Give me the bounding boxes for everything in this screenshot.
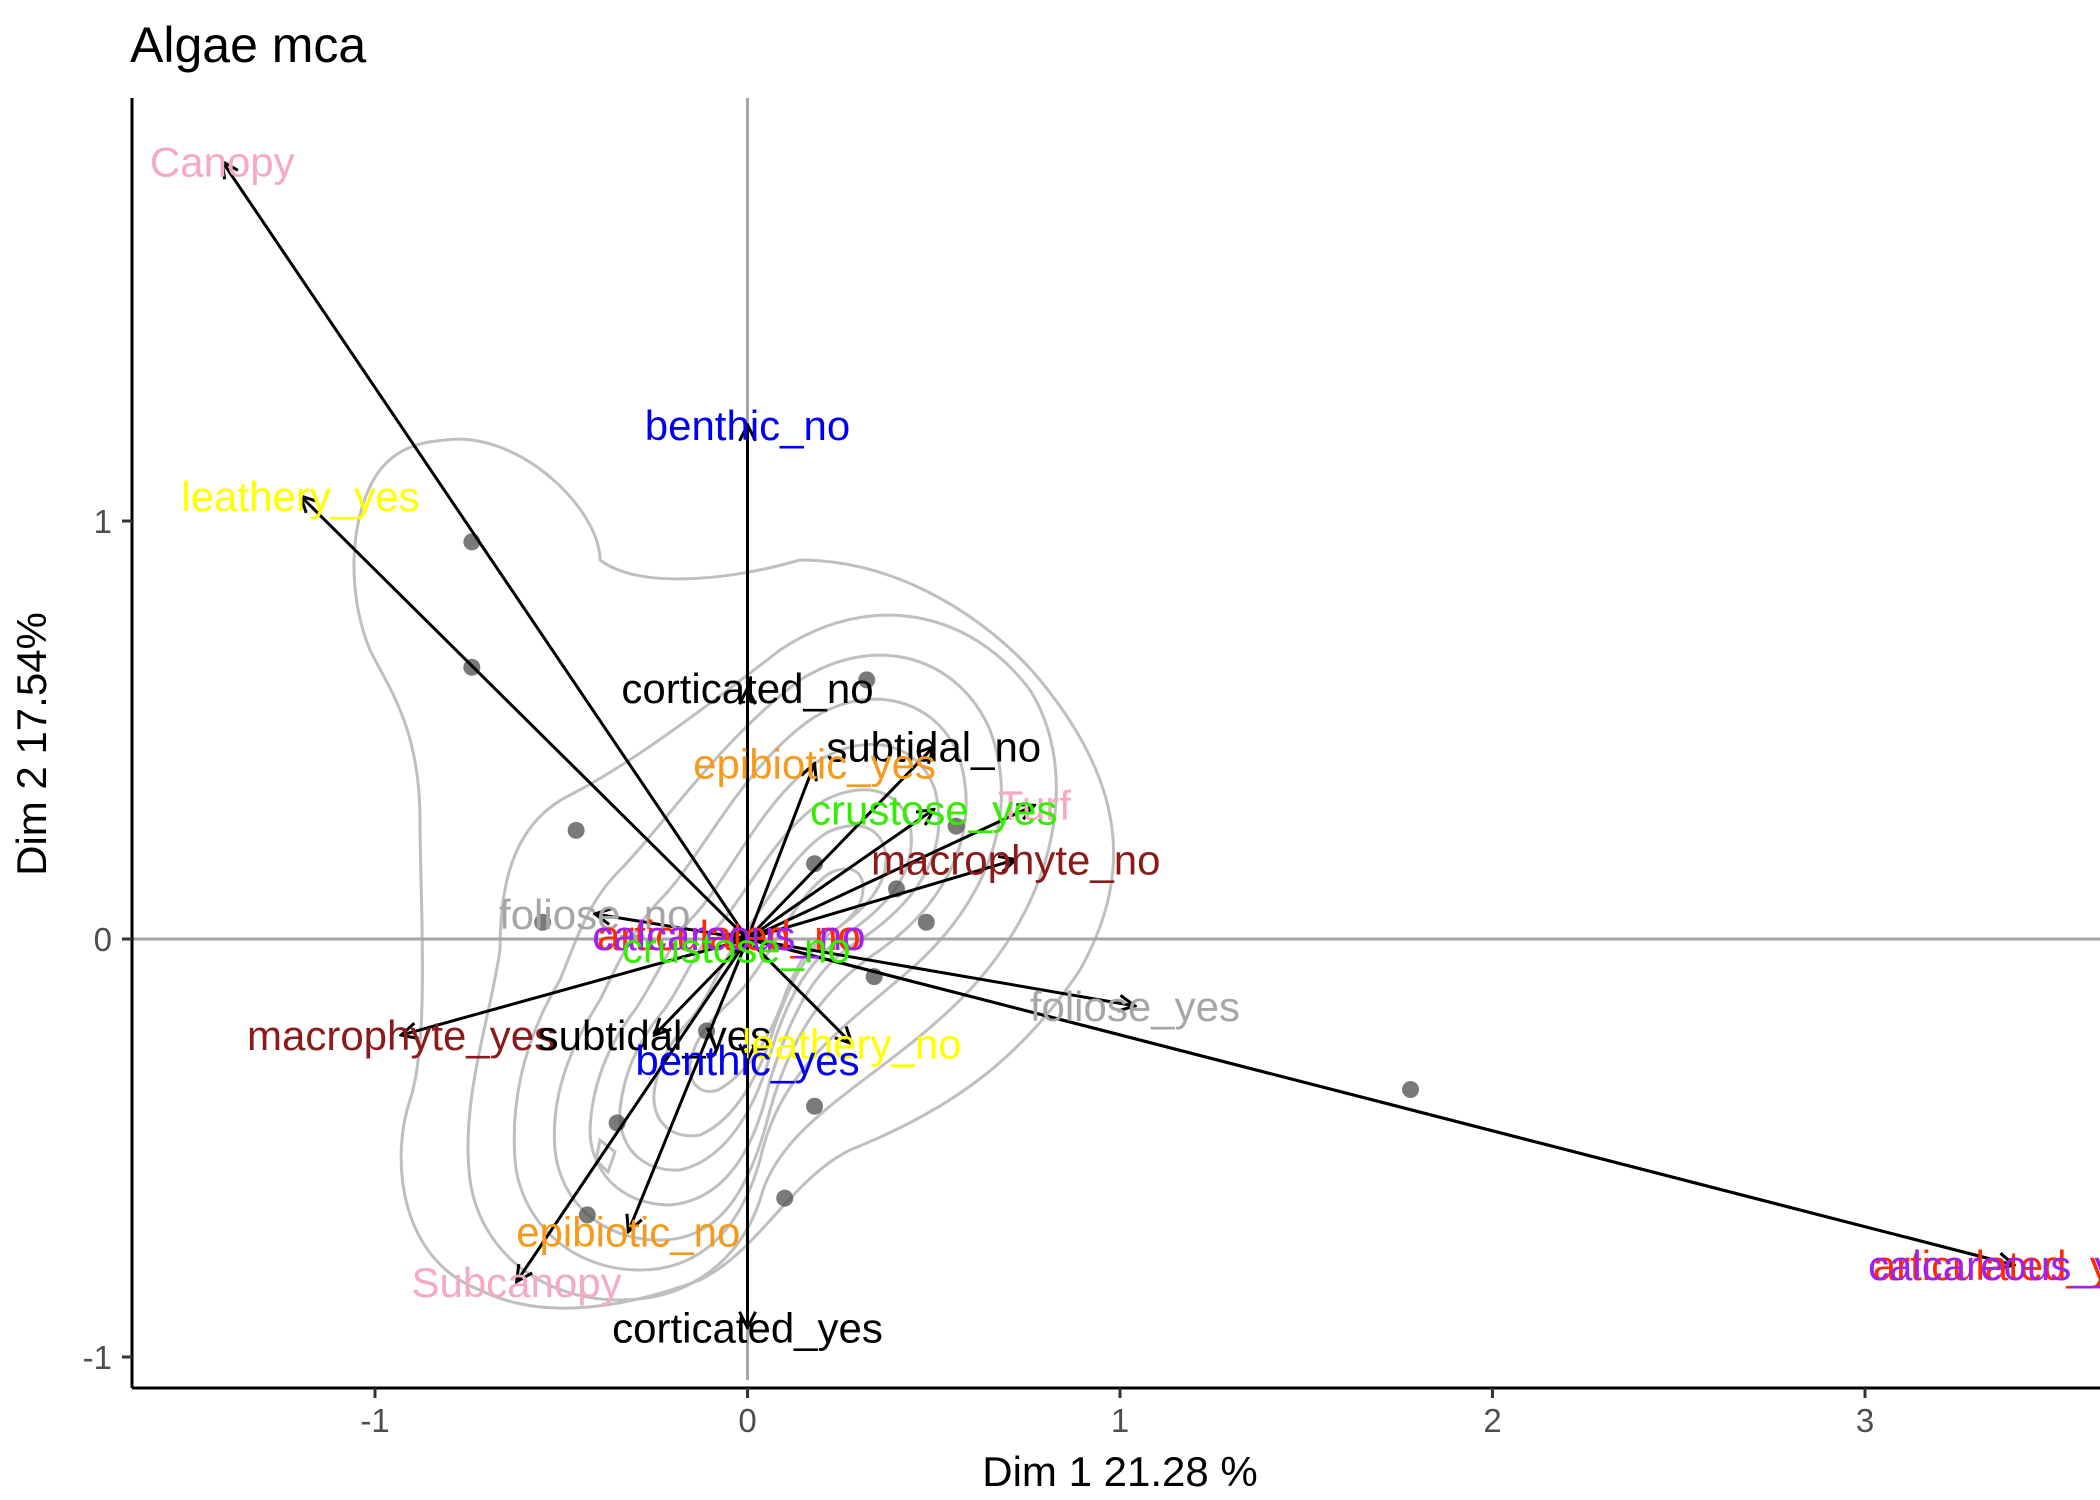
variable-label-articulated-no: articulated_no [597,912,861,959]
variable-label-leathery-yes: leathery_yes [181,473,419,520]
y-tick-label: -1 [83,1339,112,1376]
arrow-calcareous-yes [747,937,2015,1265]
variable-label-macrophyte-yes: macrophyte_yes [247,1012,555,1059]
variable-label-epibiotic-no: epibiotic_no [516,1209,740,1256]
arrow-epibiotic-no [628,938,749,1232]
arrow-canopy [222,162,749,940]
density-contour-7 [652,824,888,1138]
density-contour-5 [588,743,941,1207]
arrow-leathery-no [746,937,852,1044]
variable-label-crustose-no: crustose_no [622,924,851,971]
variable-label-benthic-no: benthic_no [645,402,851,449]
arrow-foliose-yes [747,937,1135,1006]
point-12 [947,817,965,835]
density-contour-6 [618,788,913,1172]
axes: -1 0 1 2 3 -1 0 1 [83,98,2100,1439]
variable-label-turf: Turf [998,782,1071,829]
point-4 [534,913,552,931]
variable-label-canopy: Canopy [150,139,295,186]
density-contours [352,437,1116,1310]
point-14 [806,1097,824,1115]
variable-label-leathery-no: leathery_no [742,1021,962,1068]
density-contour-3 [512,653,1003,1272]
point-5 [578,1206,596,1224]
arrow-leathery-yes [301,496,749,941]
density-contour-9 [594,1137,617,1175]
variable-label-foliose-yes: foliose_yes [1030,983,1240,1030]
variable-label-corticated-no: corticated_no [621,665,873,712]
variable-label-foliose-no: foliose_no [499,891,690,938]
arrow-turf [746,805,1035,941]
variable-labels: Canopy leathery_yes benthic_no corticated_n… [150,139,2100,1352]
point-15 [776,1189,794,1207]
variable-label-calcareous-no: calcareous_no [592,912,865,959]
arrow-epibiotic-yes [746,763,815,940]
density-contour-2 [466,613,1058,1302]
variable-label-crustose-yes: crustose_yes [810,786,1057,833]
variable-label-epibiotic-yes: epibiotic_yes [693,740,936,787]
y-tick-label: 1 [94,503,112,540]
x-tick-label: 1 [1111,1402,1129,1439]
y-tick-label: 0 [94,921,112,958]
x-tick-label: 3 [1856,1402,1874,1439]
variable-label-articulated-yes: articulated_yes [1873,1242,2100,1289]
point-16 [1402,1080,1420,1098]
variable-label-corticated-yes: corticated_yes [612,1305,883,1352]
point-8 [806,855,824,873]
arrow-subtidal-yes [654,937,749,1035]
x-tick-label: 0 [738,1402,756,1439]
point-11 [917,913,935,931]
arrow-foliose-no [595,914,748,941]
arrow-macrophyte-no [747,860,1016,941]
y-axis-ticks: -1 0 1 [83,503,132,1376]
x-axis-ticks: -1 0 1 2 3 [360,1388,1874,1439]
x-tick-label: 2 [1483,1402,1501,1439]
variable-arrows [222,162,2014,1328]
arrow-crustose-yes [746,809,934,941]
variable-label-subtidal-yes: subtidal_yes [538,1012,771,1059]
variable-label-macrophyte-no: macrophyte_no [871,837,1161,884]
individual-points [463,533,1420,1224]
x-axis-title: Dim 1 21.28 % [982,1448,1257,1495]
variable-label-calcareous-yes: calcareous_yes [1868,1242,2100,1289]
plot-panel: Canopy leathery_yes benthic_no corticated_n… [132,98,2100,1380]
point-9 [858,671,876,689]
variable-label-benthic-yes: benthic_yes [635,1037,859,1084]
arrow-subtidal-no [746,747,934,941]
arrow-macrophyte-yes [401,937,748,1035]
variable-label-subcanopy: Subcanopy [411,1259,621,1306]
density-contour-8 [688,867,865,1093]
arrow-subcanopy [517,938,749,1282]
variable-label-subtidal-no: subtidal_no [826,724,1041,771]
density-contour-4 [552,697,968,1242]
y-axis-title: Dim 2 17.54% [8,612,55,876]
chart-title: Algae mca [130,17,366,73]
point-3 [567,821,585,839]
density-contour-1 [352,437,1116,1310]
x-tick-label: -1 [360,1402,389,1439]
